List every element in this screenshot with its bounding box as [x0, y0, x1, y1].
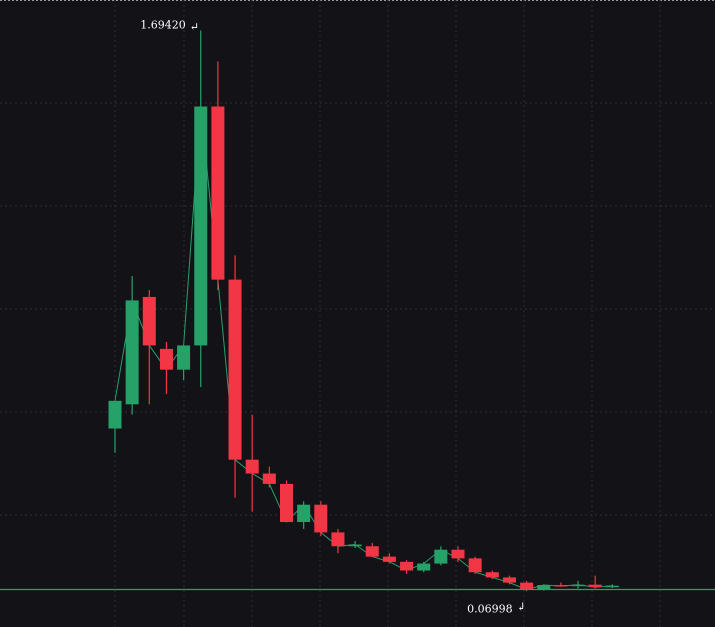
candle-up: [417, 561, 431, 573]
high-annotation: 1.69420 ↵: [140, 18, 199, 33]
candle-body: [605, 585, 619, 588]
candle-down: [314, 501, 328, 536]
candle-body: [468, 558, 482, 573]
candle-up: [177, 345, 191, 381]
candle-down: [211, 61, 225, 291]
candle-body: [142, 296, 156, 346]
candle-down: [451, 546, 465, 562]
low-label: 0.06998: [467, 602, 513, 615]
candle-up: [434, 546, 448, 566]
candle-body: [125, 300, 139, 405]
candle-body: [177, 345, 191, 370]
candle-body: [451, 549, 465, 559]
low-annotation: 0.06998 ↲: [467, 600, 526, 615]
candles: [108, 30, 619, 592]
candle-down: [142, 290, 156, 405]
candle-body: [108, 400, 122, 429]
candle-down: [228, 255, 242, 498]
candle-body: [280, 483, 293, 523]
candle-body: [365, 546, 379, 557]
candle-up: [348, 541, 362, 548]
candle-body: [245, 459, 259, 474]
candle-body: [348, 544, 362, 547]
candle-down: [280, 480, 293, 523]
candle-body: [588, 584, 602, 588]
candle-down: [468, 556, 482, 574]
candle-body: [331, 532, 345, 547]
high-arrow-icon: ↵: [190, 20, 199, 33]
candle-body: [417, 563, 431, 571]
candle-down: [365, 542, 379, 557]
candle-up: [571, 580, 585, 589]
candle-up: [194, 30, 208, 387]
candle-down: [400, 560, 414, 574]
candle-body: [485, 572, 499, 578]
candle-down: [331, 528, 345, 554]
low-arrow-icon: ↲: [517, 600, 526, 613]
candle-down: [382, 553, 396, 564]
candle-body: [297, 504, 311, 523]
candle-body: [434, 549, 448, 564]
candle-down: [245, 414, 259, 512]
candle-body: [571, 584, 585, 587]
candle-up: [108, 400, 122, 453]
candle-down: [502, 575, 516, 585]
candle-body: [314, 504, 328, 533]
candle-body: [554, 585, 568, 587]
candle-body: [537, 585, 551, 590]
candle-body: [520, 582, 534, 590]
candle-down: [159, 341, 173, 394]
candle-up: [605, 584, 619, 589]
candle-body: [382, 556, 396, 562]
candle-down: [485, 570, 499, 580]
candle-body: [228, 279, 242, 460]
candle-body: [211, 106, 225, 280]
candle-body: [262, 473, 276, 484]
candle-body: [400, 561, 414, 571]
candle-body: [502, 577, 516, 583]
candle-body: [159, 348, 173, 370]
candle-down: [588, 575, 602, 589]
candle-down: [554, 582, 568, 587]
candle-up: [297, 501, 311, 529]
candle-down: [262, 466, 276, 488]
candle-body: [194, 106, 208, 346]
high-label: 1.69420: [140, 18, 186, 31]
candle-up: [125, 276, 139, 415]
